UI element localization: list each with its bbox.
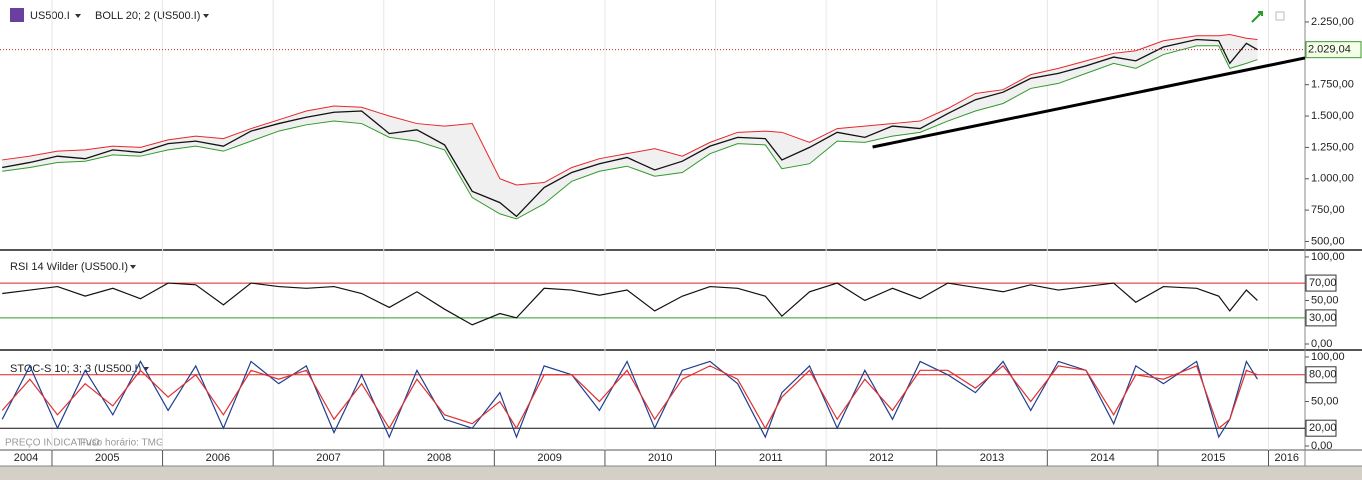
x-tick-label: 2004 bbox=[14, 452, 38, 464]
note: PREÇO INDICATIVO bbox=[5, 438, 100, 449]
price-line bbox=[2, 38, 1258, 218]
oscillator-line bbox=[2, 282, 1258, 326]
level-box bbox=[1305, 419, 1337, 437]
timezone: Fuso horário: TMG bbox=[80, 438, 164, 449]
dropdown[interactable] bbox=[130, 265, 136, 269]
y-tick-label: 1.250,00 bbox=[1311, 141, 1354, 153]
x-tick-label: 2011 bbox=[759, 452, 783, 464]
x-tick-label: 2010 bbox=[648, 452, 672, 464]
y-tick-label: 1.000,00 bbox=[1311, 173, 1354, 185]
y-tick-label: 1.500,00 bbox=[1311, 110, 1354, 122]
x-tick-label: 2012 bbox=[869, 452, 893, 464]
indicator-label[interactable]: STOC-S 10; 3; 3 (US500.I) bbox=[10, 363, 141, 375]
x-tick-label: 2016 bbox=[1275, 452, 1299, 464]
oscillator-line bbox=[1, 365, 1258, 430]
window-icon[interactable] bbox=[1275, 11, 1285, 21]
x-tick-label: 2007 bbox=[316, 452, 340, 464]
level-label: 30,00 bbox=[1309, 312, 1337, 324]
level-label: 20,00 bbox=[1309, 422, 1337, 434]
dropdown[interactable] bbox=[75, 14, 81, 18]
y-tick-label: 100,00 bbox=[1311, 251, 1345, 263]
x-tick-label: 2005 bbox=[95, 452, 119, 464]
x-tick-label: 2014 bbox=[1090, 452, 1114, 464]
x-tick-label: 2013 bbox=[980, 452, 1004, 464]
upper-band bbox=[2, 33, 1258, 186]
separator bbox=[0, 349, 1362, 351]
y-tick-label: 50,00 bbox=[1311, 395, 1339, 407]
y-tick-label: 750,00 bbox=[1311, 204, 1345, 216]
x-tick-label: 2015 bbox=[1201, 452, 1225, 464]
y-tick-label: 100,00 bbox=[1311, 351, 1345, 363]
level-box bbox=[1305, 309, 1337, 327]
x-tick-label: 2009 bbox=[537, 452, 561, 464]
lower-band bbox=[2, 45, 1258, 220]
level-label: 70,00 bbox=[1309, 277, 1337, 289]
symbol[interactable]: US500.I bbox=[30, 10, 70, 22]
separator bbox=[0, 249, 1362, 251]
level-label: 80,00 bbox=[1309, 369, 1337, 381]
dropdown[interactable] bbox=[203, 14, 209, 18]
status-strip bbox=[0, 466, 1362, 480]
last-price-box bbox=[1305, 41, 1362, 59]
y-tick-label: 0,00 bbox=[1311, 440, 1332, 452]
y-tick-label: 500,00 bbox=[1311, 235, 1345, 247]
y-tick-label: 2.250,00 bbox=[1311, 16, 1354, 28]
y-tick-label: 0,00 bbox=[1311, 338, 1332, 350]
y-tick-label: 50,00 bbox=[1311, 294, 1339, 306]
level-box bbox=[1305, 274, 1337, 292]
y-tick-label: 1.750,00 bbox=[1311, 79, 1354, 91]
indicator-label[interactable]: BOLL 20; 2 (US500.I) bbox=[95, 10, 200, 22]
trendline bbox=[872, 56, 1306, 149]
trend-icon[interactable] bbox=[1251, 11, 1263, 23]
band-fill bbox=[2, 34, 1258, 219]
x-tick-label: 2008 bbox=[427, 452, 451, 464]
indicator-label[interactable]: RSI 14 Wilder (US500.I) bbox=[10, 261, 128, 273]
last-price-label: 2.029,04 bbox=[1308, 44, 1351, 56]
x-tick-label: 2006 bbox=[206, 452, 230, 464]
symbol-icon[interactable] bbox=[10, 8, 24, 22]
level-box bbox=[1305, 366, 1337, 384]
